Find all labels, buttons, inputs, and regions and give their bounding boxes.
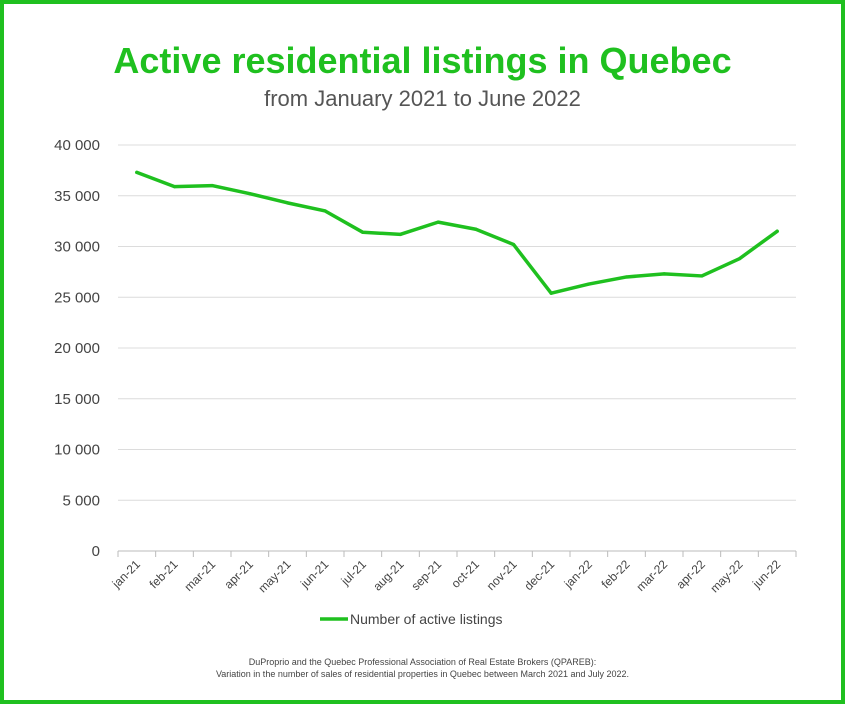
x-tick-label: jun-22 xyxy=(749,557,783,591)
data-point xyxy=(737,257,742,261)
data-point xyxy=(436,220,440,224)
y-tick-label: 30 000 xyxy=(54,239,100,256)
source-line-2: Variation in the number of sales of resi… xyxy=(215,669,630,679)
y-tick-label: 25 000 xyxy=(54,289,100,306)
y-tick-label: 15 000 xyxy=(54,391,100,408)
data-point xyxy=(135,170,139,175)
y-tick-label: 10 000 xyxy=(54,442,100,459)
series-line xyxy=(135,170,779,295)
x-tick-label: oct-21 xyxy=(448,557,482,591)
x-tick-label: jun-21 xyxy=(297,557,331,591)
x-tick-label: sep-21 xyxy=(408,557,444,593)
x-tick-label: feb-21 xyxy=(147,557,181,591)
data-point xyxy=(361,230,365,234)
chart-subtitle: from January 2021 to June 2022 xyxy=(264,86,581,111)
x-tick-label: mar-21 xyxy=(182,557,219,594)
source-note: DuProprio and the Quebec Professional As… xyxy=(0,656,845,680)
x-tick-label: apr-22 xyxy=(674,557,709,592)
y-tick-label: 5 000 xyxy=(62,492,100,509)
x-tick-label: may-21 xyxy=(255,557,293,595)
x-tick-label: jan-21 xyxy=(109,557,143,591)
y-tick-label: 35 000 xyxy=(54,188,100,205)
x-tick-label: may-22 xyxy=(707,557,745,595)
data-point xyxy=(549,291,553,295)
x-tick-label: feb-22 xyxy=(599,557,633,591)
data-point xyxy=(323,209,327,213)
y-tick-label: 20 000 xyxy=(54,340,100,357)
y-tick-label: 40 000 xyxy=(54,137,100,154)
data-point xyxy=(172,185,177,189)
source-line-1: DuProprio and the Quebec Professional As… xyxy=(248,657,597,667)
data-point xyxy=(398,232,403,236)
data-point xyxy=(662,272,666,276)
data-point xyxy=(587,282,591,286)
data-point xyxy=(210,184,214,188)
x-tick-label: apr-21 xyxy=(222,557,257,592)
data-point xyxy=(285,201,290,205)
x-tick-label: mar-22 xyxy=(634,557,671,594)
data-point xyxy=(511,242,516,247)
data-point xyxy=(624,275,629,279)
data-point xyxy=(474,227,478,231)
data-point xyxy=(700,274,704,278)
x-tick-label: aug-21 xyxy=(370,557,407,594)
data-point xyxy=(248,192,252,196)
x-tick-label: dec-21 xyxy=(521,557,557,593)
data-point xyxy=(775,229,779,233)
chart-title: Active residential listings in Quebec xyxy=(113,40,732,81)
legend-label: Number of active listings xyxy=(350,611,503,627)
y-tick-label: 0 xyxy=(92,543,100,560)
x-tick-label: jan-22 xyxy=(561,557,595,591)
x-tick-label: jul-21 xyxy=(338,557,370,589)
x-tick-label: nov-21 xyxy=(484,557,520,593)
